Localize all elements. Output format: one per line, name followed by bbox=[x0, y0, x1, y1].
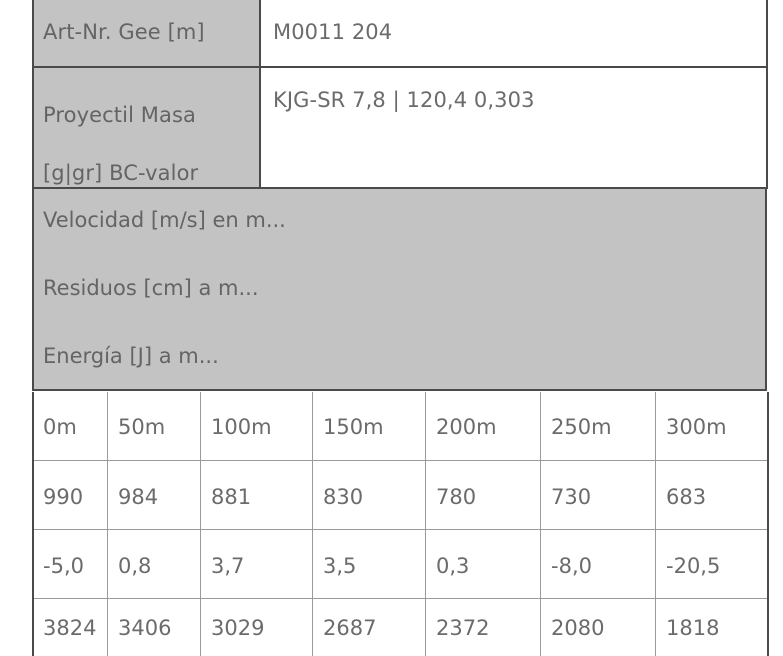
table-rule-vertical bbox=[32, 0, 34, 189]
table-rule-vertical bbox=[259, 0, 261, 189]
projectile-label-cell: Proyectil Masa [g|gr] BC-valor bbox=[32, 68, 260, 187]
data-cell-residuals: -8,0 bbox=[540, 531, 655, 600]
data-cell-velocity: 984 bbox=[107, 462, 200, 531]
table-rule-vertical bbox=[655, 392, 656, 656]
data-cell-residuals: 3,7 bbox=[200, 531, 312, 600]
table-rule-horizontal bbox=[32, 460, 767, 461]
distance-header-cell: 150m bbox=[312, 392, 425, 462]
data-cell-velocity: 990 bbox=[32, 462, 107, 531]
data-cell-energy: 3406 bbox=[107, 600, 200, 656]
legend-residuals-label: Residuos [cm] a m... bbox=[43, 276, 259, 300]
distance-header-cell: 300m bbox=[655, 392, 767, 462]
data-cell-residuals: 0,8 bbox=[107, 531, 200, 600]
table-rule-vertical bbox=[200, 392, 201, 656]
table-rule-horizontal bbox=[32, 598, 767, 599]
table-rule-vertical bbox=[765, 189, 767, 389]
table-rule-horizontal bbox=[32, 66, 767, 68]
distance-header-cell: 250m bbox=[540, 392, 655, 462]
art-nr-label-cell: Art-Nr. Gee [m] bbox=[32, 0, 260, 66]
distance-header-cell: 0m bbox=[32, 392, 107, 462]
art-nr-value-cell: M0011 204 bbox=[262, 0, 767, 66]
table-rule-horizontal bbox=[32, 389, 767, 391]
table-rule-vertical bbox=[312, 392, 313, 656]
distance-header-cell: 200m bbox=[425, 392, 540, 462]
data-cell-residuals: 0,3 bbox=[425, 531, 540, 600]
distance-header-cell: 100m bbox=[200, 392, 312, 462]
table-rule-vertical bbox=[32, 189, 34, 389]
data-cell-residuals: -5,0 bbox=[32, 531, 107, 600]
data-cell-velocity: 730 bbox=[540, 462, 655, 531]
data-cell-velocity: 830 bbox=[312, 462, 425, 531]
projectile-label-line1: Proyectil Masa bbox=[43, 103, 196, 127]
data-cell-energy: 3029 bbox=[200, 600, 312, 656]
data-cell-residuals: 3,5 bbox=[312, 531, 425, 600]
data-cell-energy: 2372 bbox=[425, 600, 540, 656]
legend-energy-label: Energía [J] a m... bbox=[43, 344, 219, 368]
data-cell-energy: 1818 bbox=[655, 600, 767, 656]
table-rule-vertical bbox=[767, 392, 769, 656]
metrics-legend-panel: Velocidad [m/s] en m... Residuos [cm] a … bbox=[32, 189, 765, 389]
table-rule-vertical bbox=[540, 392, 541, 656]
data-cell-energy: 2080 bbox=[540, 600, 655, 656]
projectile-value-cell: KJG-SR 7,8 | 120,4 0,303 bbox=[262, 68, 767, 187]
data-cell-energy: 2687 bbox=[312, 600, 425, 656]
legend-velocity-label: Velocidad [m/s] en m... bbox=[43, 208, 286, 232]
data-cell-residuals: -20,5 bbox=[655, 531, 767, 600]
data-cell-velocity: 881 bbox=[200, 462, 312, 531]
projectile-label-line2: [g|gr] BC-valor bbox=[43, 161, 199, 185]
table-rule-vertical bbox=[766, 0, 768, 189]
data-cell-energy: 3824 bbox=[32, 600, 107, 656]
table-rule-vertical bbox=[32, 392, 34, 656]
table-rule-horizontal bbox=[32, 187, 767, 189]
data-cell-velocity: 683 bbox=[655, 462, 767, 531]
table-rule-horizontal bbox=[32, 529, 767, 530]
table-rule-vertical bbox=[425, 392, 426, 656]
table-rule-vertical bbox=[107, 392, 108, 656]
data-cell-velocity: 780 bbox=[425, 462, 540, 531]
distance-header-cell: 50m bbox=[107, 392, 200, 462]
